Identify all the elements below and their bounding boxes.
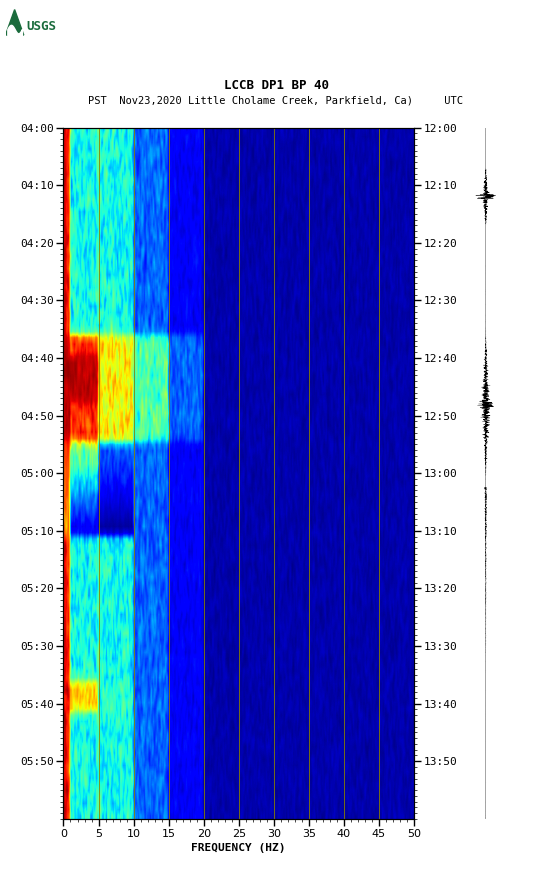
Text: PST  Nov23,2020 Little Cholame Creek, Parkfield, Ca)     UTC: PST Nov23,2020 Little Cholame Creek, Par…	[88, 95, 464, 105]
Polygon shape	[6, 10, 24, 35]
Text: USGS: USGS	[26, 20, 56, 33]
X-axis label: FREQUENCY (HZ): FREQUENCY (HZ)	[192, 843, 286, 853]
Text: LCCB DP1 BP 40: LCCB DP1 BP 40	[224, 78, 328, 92]
